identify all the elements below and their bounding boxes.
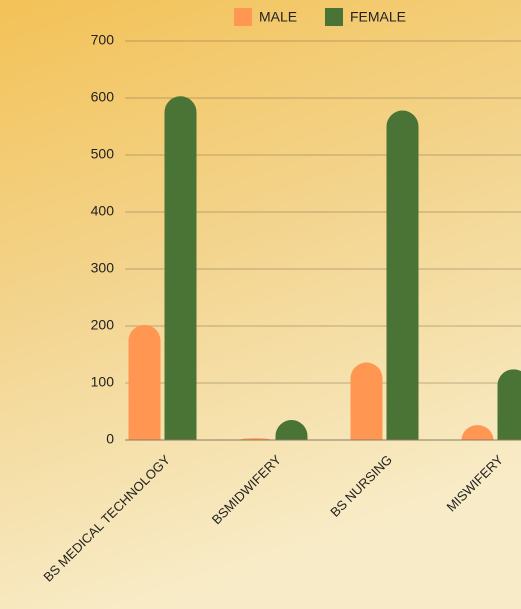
bar: [128, 324, 161, 440]
y-tick-label: 300: [91, 260, 115, 276]
legend-label: MALE: [259, 9, 297, 25]
y-tick-label: 400: [91, 203, 115, 219]
bar: [461, 425, 494, 440]
legend-swatch: [325, 8, 343, 26]
y-tick-label: 600: [91, 89, 115, 105]
bar: [275, 420, 308, 440]
bar: [164, 96, 197, 440]
legend-label: FEMALE: [350, 9, 406, 25]
legend-swatch: [234, 8, 252, 26]
y-tick-label: 100: [91, 374, 115, 390]
bar: [497, 369, 521, 440]
y-tick-label: 500: [91, 146, 115, 162]
y-tick-label: 700: [91, 32, 115, 48]
bar: [350, 362, 383, 440]
y-tick-label: 200: [91, 317, 115, 333]
bar: [386, 110, 419, 440]
y-tick-label: 0: [106, 431, 114, 447]
